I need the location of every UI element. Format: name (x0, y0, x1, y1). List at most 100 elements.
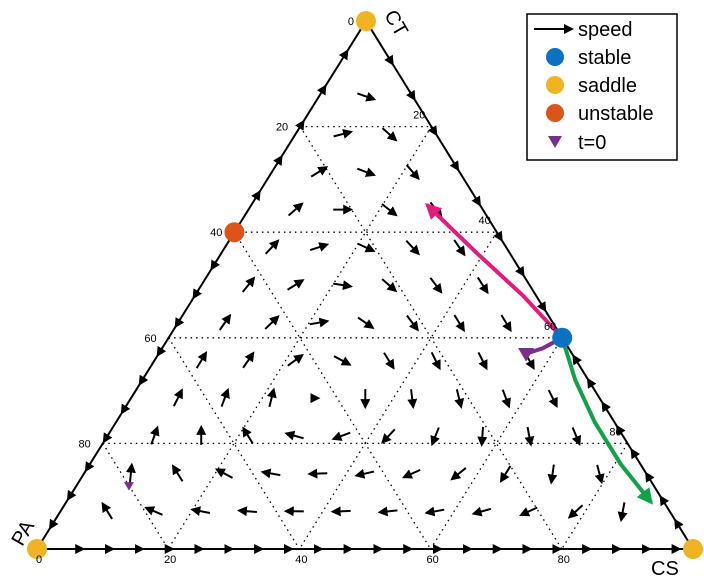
field-arrow (144, 506, 163, 516)
field-arrow (524, 426, 535, 447)
field-arrow (383, 352, 395, 370)
field-arrow (381, 203, 398, 217)
field-arrow (499, 465, 512, 483)
field-arrow (356, 167, 376, 177)
tick-label-left: 60 (144, 333, 156, 345)
tick-label-bottom: 0 (36, 554, 42, 566)
t0-marker-1 (123, 482, 134, 491)
legend-t0-marker (548, 136, 562, 148)
field-arrow (264, 315, 280, 330)
field-arrow (405, 164, 420, 181)
tick-label-right: 60 (544, 321, 556, 333)
field-arrow (307, 468, 328, 479)
field-arrow (407, 389, 418, 410)
stable-point-4 (552, 327, 573, 348)
saddle-point-2 (683, 539, 703, 559)
field-arrow (310, 166, 329, 178)
field-arrow (567, 504, 584, 519)
axis-label-ct: CT (379, 6, 411, 40)
grid-line-cs-20 (167, 126, 432, 550)
field-arrow (195, 351, 208, 369)
tick-label-left: 40 (210, 227, 222, 239)
field-arrow (241, 276, 256, 293)
field-arrow (477, 351, 488, 371)
vector-field (101, 92, 628, 523)
equilibria (27, 11, 703, 559)
trajectory-0 (425, 203, 565, 340)
field-arrow (377, 506, 398, 517)
field-arrow (331, 431, 351, 441)
field-arrow (260, 468, 281, 479)
field-arrow (471, 506, 492, 517)
field-arrow (500, 314, 512, 333)
grid-line-pa-80 (102, 443, 169, 550)
tick-label-right: 80 (609, 426, 621, 438)
legend-label-t0: t=0 (578, 132, 606, 154)
legend-label-unstable: unstable (578, 103, 654, 125)
field-arrow (450, 467, 467, 481)
field-arrow (171, 464, 184, 482)
field-arrow (501, 389, 511, 409)
field-arrow (477, 426, 488, 447)
t0-marker-0 (518, 348, 535, 362)
tick-label-left: 20 (276, 122, 288, 134)
trajectory-2 (560, 335, 653, 505)
tick-labels: 0 20 40 60 80 80 60 40 20 0 20 40 60 80 (36, 16, 622, 566)
field-arrow (287, 279, 305, 291)
field-arrow (424, 506, 445, 517)
field-arrow (356, 242, 376, 253)
legend-label-speed: speed (578, 19, 633, 41)
field-arrow (429, 277, 443, 294)
field-arrow (381, 428, 396, 444)
field-arrow (453, 314, 465, 333)
field-arrow (381, 278, 398, 293)
tick-label-left: 0 (348, 16, 354, 28)
tick-label-left: 80 (79, 438, 91, 450)
field-arrow (405, 240, 420, 256)
field-arrow (101, 501, 113, 520)
legend: speed stable saddle unstable t=0 (526, 13, 678, 161)
field-arrow (149, 425, 160, 445)
field-arrow (401, 468, 421, 479)
field-arrow (287, 353, 304, 367)
field-arrow (236, 506, 257, 517)
field-arrow (519, 506, 538, 517)
field-arrow (547, 389, 558, 409)
field-arrow (571, 427, 582, 447)
legend-stable-marker (546, 48, 564, 66)
field-arrow (357, 316, 375, 329)
field-arrow (381, 127, 398, 142)
grid-line-pa-20 (299, 126, 563, 550)
field-arrow (172, 388, 183, 407)
grid-line-pa-40 (233, 231, 432, 550)
tick-label-bottom: 80 (558, 554, 570, 566)
legend-label-saddle: saddle (578, 75, 637, 97)
field-arrow (617, 502, 628, 523)
field-arrow (330, 506, 351, 517)
field-arrow (125, 462, 136, 483)
saddle-point-1 (27, 539, 47, 559)
field-arrow (430, 351, 441, 371)
saddle-point-0 (356, 11, 376, 31)
field-arrow (284, 430, 304, 441)
field-arrow (309, 317, 330, 328)
unstable-point-3 (224, 222, 245, 243)
grid-line-cs-40 (298, 231, 498, 550)
field-arrow (454, 389, 465, 409)
field-arrow (242, 426, 254, 445)
field-arrow (242, 351, 255, 369)
field-arrow (406, 314, 419, 332)
tick-label-bottom: 20 (164, 554, 176, 566)
tick-label-bottom: 40 (295, 554, 307, 566)
tick-label-bottom: 60 (426, 554, 438, 566)
field-arrow (287, 202, 304, 217)
field-arrow (430, 427, 440, 447)
field-arrow (333, 129, 354, 139)
grid-lines (102, 125, 629, 550)
field-arrow (309, 242, 330, 252)
legend-unstable-marker (546, 104, 564, 122)
legend-saddle-marker (546, 76, 564, 94)
field-arrow (547, 464, 558, 485)
field-arrow (333, 280, 353, 291)
